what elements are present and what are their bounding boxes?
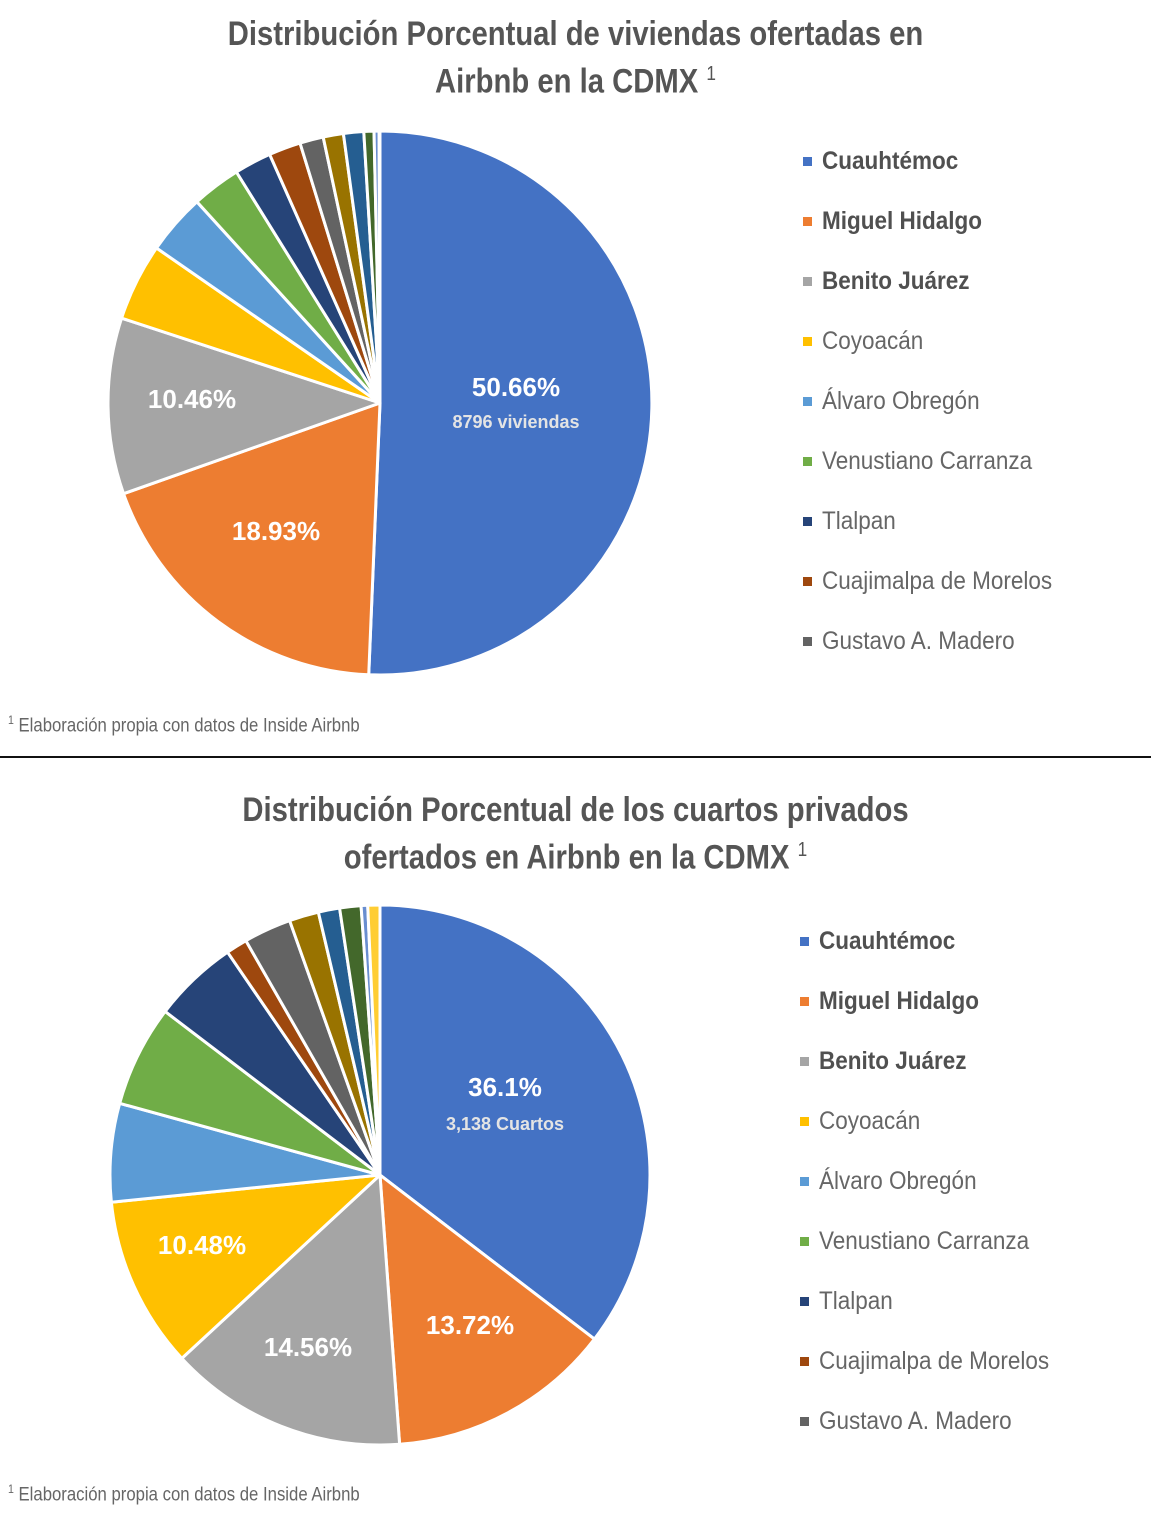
chart-title-line2: ofertados en Airbnb en la CDMX bbox=[343, 838, 790, 877]
legend-swatch-icon bbox=[803, 217, 812, 226]
data-label-1: 50.66% bbox=[472, 372, 560, 402]
footnote-text: Elaboración propia con datos de Inside A… bbox=[18, 715, 360, 737]
legend-label: Coyoacán bbox=[819, 1107, 921, 1135]
chart-title: Distribución Porcentual de los cuartos p… bbox=[81, 790, 1071, 877]
footnote-text: Elaboración propia con datos de Inside A… bbox=[18, 1484, 360, 1506]
legend-swatch-icon bbox=[800, 1297, 809, 1306]
data-label-1: 36.1% bbox=[468, 1072, 542, 1102]
legend-swatch-icon bbox=[800, 997, 809, 1006]
legend-swatch-icon bbox=[803, 397, 812, 406]
data-label-2: 18.93% bbox=[232, 516, 320, 546]
legend-swatch-icon bbox=[800, 1237, 809, 1246]
pie-slice-1 bbox=[367, 129, 654, 677]
pie-slice-2 bbox=[378, 1173, 596, 1446]
legend-label: Benito Juárez bbox=[822, 267, 970, 295]
legend-label: Miguel Hidalgo bbox=[822, 207, 983, 235]
chart-title-line1: Distribución Porcentual de los cuartos p… bbox=[242, 791, 909, 829]
legend-item: Coyoacán bbox=[803, 326, 1078, 386]
pie-slice-3 bbox=[180, 1173, 402, 1447]
data-label-3: 14.56% bbox=[264, 1332, 352, 1362]
chart-panel-viviendas: Distribución Porcentual de viviendas ofe… bbox=[0, 0, 1151, 757]
pie-chart-viviendas: 50.66% 8796 viviendas 18.93% 10.46% bbox=[106, 129, 654, 677]
chart-title-line1: Distribución Porcentual de viviendas ofe… bbox=[227, 15, 924, 53]
legend-item: Miguel Hidalgo bbox=[803, 206, 1078, 266]
legend-item: Miguel Hidalgo bbox=[800, 986, 1075, 1046]
legend-label: Gustavo A. Madero bbox=[822, 627, 1015, 655]
legend-label: Cuauhtémoc bbox=[822, 147, 959, 175]
pie-slice-3 bbox=[106, 316, 382, 496]
chart-title: Distribución Porcentual de viviendas ofe… bbox=[81, 14, 1071, 101]
legend-item: Benito Juárez bbox=[803, 266, 1078, 326]
legend-label: Gustavo A. Madero bbox=[819, 1407, 1012, 1435]
legend-swatch-icon bbox=[803, 517, 812, 526]
chart-title-line2: Airbnb en la CDMX bbox=[435, 62, 699, 101]
legend-item: Cuauhtémoc bbox=[803, 146, 1078, 206]
data-label-4: 10.48% bbox=[158, 1230, 246, 1260]
legend-cuartos: Cuauhtémoc Miguel Hidalgo Benito Juárez Coy… bbox=[800, 926, 1075, 1466]
footnote: 1 Elaboración propia con datos de Inside… bbox=[8, 1482, 360, 1506]
legend-swatch-icon bbox=[800, 1417, 809, 1426]
data-sublabel-1: 8796 viviendas bbox=[452, 412, 579, 432]
legend-swatch-icon bbox=[800, 937, 809, 946]
legend-swatch-icon bbox=[803, 337, 812, 346]
legend-item: Benito Juárez bbox=[800, 1046, 1075, 1106]
legend-item: Coyoacán bbox=[800, 1106, 1075, 1166]
legend-label: Tlalpan bbox=[819, 1287, 893, 1315]
legend-item: Gustavo A. Madero bbox=[800, 1406, 1075, 1466]
legend-swatch-icon bbox=[800, 1357, 809, 1366]
legend-swatch-icon bbox=[800, 1177, 809, 1186]
legend-swatch-icon bbox=[803, 577, 812, 586]
data-label-2: 13.72% bbox=[426, 1310, 514, 1340]
pie-slice-1 bbox=[378, 903, 652, 1341]
pie-slice-4 bbox=[109, 1173, 382, 1360]
footnote-marker: 1 bbox=[8, 713, 14, 727]
legend-label: Cuauhtémoc bbox=[819, 927, 956, 955]
legend-label: Miguel Hidalgo bbox=[819, 987, 980, 1015]
legend-label: Cuajimalpa de Morelos bbox=[822, 567, 1053, 595]
data-label-3: 10.46% bbox=[148, 384, 236, 414]
title-footnote-marker: 1 bbox=[706, 63, 716, 85]
legend-item: Gustavo A. Madero bbox=[803, 626, 1078, 686]
legend-swatch-icon bbox=[800, 1117, 809, 1126]
legend-viviendas: Cuauhtémoc Miguel Hidalgo Benito Juárez Coy… bbox=[803, 146, 1078, 686]
title-footnote-marker: 1 bbox=[797, 839, 808, 861]
divider-line bbox=[0, 756, 1151, 758]
footnote: 1 Elaboración propia con datos de Inside… bbox=[8, 713, 360, 737]
pie-chart-cuartos: 36.1% 3,138 Cuartos 13.72% 14.56% 10.48% bbox=[108, 903, 652, 1447]
legend-item: Venustiano Carranza bbox=[803, 446, 1078, 506]
legend-item: Tlalpan bbox=[800, 1286, 1075, 1346]
legend-item: Álvaro Obregón bbox=[800, 1166, 1075, 1226]
legend-swatch-icon bbox=[803, 637, 812, 646]
legend-label: Tlalpan bbox=[822, 507, 896, 535]
pie-slice-16 bbox=[366, 903, 382, 1177]
legend-label: Álvaro Obregón bbox=[819, 1167, 977, 1195]
legend-label: Venustiano Carranza bbox=[819, 1227, 1030, 1255]
legend-item: Cuajimalpa de Morelos bbox=[800, 1346, 1075, 1406]
legend-label: Coyoacán bbox=[822, 327, 924, 355]
legend-swatch-icon bbox=[803, 157, 812, 166]
legend-swatch-icon bbox=[803, 277, 812, 286]
legend-swatch-icon bbox=[803, 457, 812, 466]
footnote-marker: 1 bbox=[8, 1482, 14, 1496]
legend-item: Venustiano Carranza bbox=[800, 1226, 1075, 1286]
data-sublabel-1: 3,138 Cuartos bbox=[446, 1114, 564, 1134]
legend-label: Cuajimalpa de Morelos bbox=[819, 1347, 1050, 1375]
legend-item: Álvaro Obregón bbox=[803, 386, 1078, 446]
legend-label: Álvaro Obregón bbox=[822, 387, 980, 415]
legend-swatch-icon bbox=[800, 1057, 809, 1066]
legend-item: Tlalpan bbox=[803, 506, 1078, 566]
legend-label: Venustiano Carranza bbox=[822, 447, 1033, 475]
legend-item: Cuauhtémoc bbox=[800, 926, 1075, 986]
chart-panel-cuartos: Distribución Porcentual de los cuartos p… bbox=[0, 760, 1151, 1520]
legend-item: Cuajimalpa de Morelos bbox=[803, 566, 1078, 626]
pie-slice-2 bbox=[122, 401, 382, 677]
legend-label: Benito Juárez bbox=[819, 1047, 967, 1075]
